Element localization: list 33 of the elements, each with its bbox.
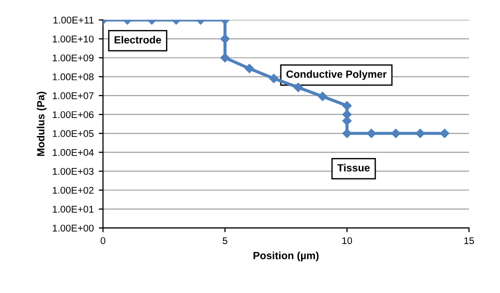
y-tick-label: 1.00E+08 xyxy=(52,73,94,80)
x-tick-label: 10 xyxy=(342,237,352,244)
annotation: Conductive Polymer xyxy=(286,70,387,80)
y-tick-label: 1.00E+07 xyxy=(52,92,94,100)
point xyxy=(440,128,450,138)
y-tick-label: 1.00E+02 xyxy=(52,186,94,194)
point xyxy=(342,128,352,138)
point xyxy=(220,53,230,62)
y-tick-label: 1.00E+04 xyxy=(52,149,94,156)
x-tick-label: 15 xyxy=(464,237,474,244)
y-tick-label: 1.00E+09 xyxy=(52,54,94,62)
annotation: Tissue xyxy=(337,164,370,172)
point xyxy=(294,82,303,92)
y-tick-label: 1.00E+11 xyxy=(54,16,94,24)
point xyxy=(342,101,352,110)
point xyxy=(342,116,352,126)
point xyxy=(318,92,328,102)
annotation: Electrode xyxy=(114,36,162,44)
point xyxy=(269,74,278,84)
x-tick-label: 5 xyxy=(222,237,228,244)
x-axis-title: Position (µm) xyxy=(254,252,319,262)
y-tick-label: 1.00E+03 xyxy=(52,168,94,175)
point xyxy=(416,128,425,138)
point xyxy=(244,64,254,74)
point xyxy=(391,128,400,138)
y-tick-label: 1.00E+00 xyxy=(52,224,94,232)
x-tick-label: 0 xyxy=(100,237,106,244)
y-tick-label: 1.00E+05 xyxy=(52,130,94,138)
y-tick-label: 1.00E+10 xyxy=(52,36,94,42)
y-axis-title: Modulus (Pa) xyxy=(36,92,47,156)
y-tick-label: 1.00E+06 xyxy=(52,111,94,118)
point xyxy=(366,128,376,138)
y-tick-label: 1.00E+01 xyxy=(52,206,94,213)
